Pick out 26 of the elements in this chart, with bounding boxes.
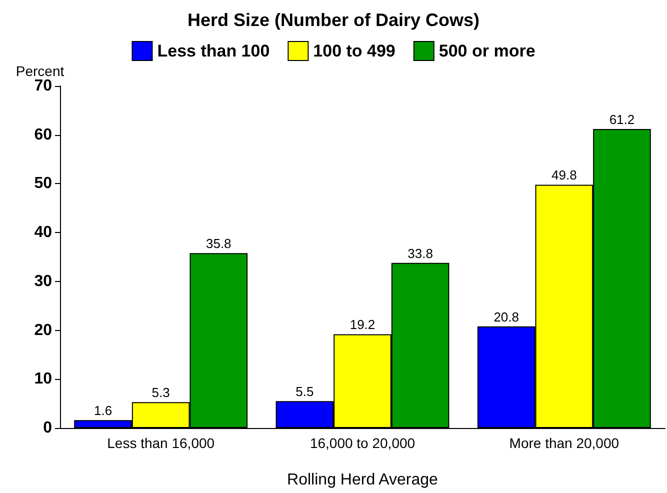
x-tick-label: More than 20,000 bbox=[509, 435, 620, 451]
x-tick-label: 16,000 to 20,000 bbox=[310, 435, 416, 451]
data-label: 20.8 bbox=[494, 309, 520, 324]
y-tick-label: 70 bbox=[34, 78, 52, 94]
data-label: 19.2 bbox=[350, 317, 376, 332]
y-tick-label: 30 bbox=[34, 272, 52, 290]
legend-label: 100 to 499 bbox=[313, 42, 396, 60]
y-tick-label: 10 bbox=[34, 370, 52, 388]
legend-label: Less than 100 bbox=[157, 42, 270, 60]
data-label: 49.8 bbox=[552, 168, 577, 183]
y-tick-label: 20 bbox=[34, 322, 52, 339]
y-tick-label: 60 bbox=[34, 126, 52, 144]
y-tick-label: 40 bbox=[34, 224, 52, 242]
legend-label: 500 or more bbox=[438, 42, 536, 60]
chart-title: Herd Size (Number of Dairy Cows) bbox=[187, 10, 480, 30]
y-tick-label: 50 bbox=[34, 175, 52, 192]
data-label: 1.6 bbox=[94, 403, 112, 418]
x-axis-title: Rolling Herd Average bbox=[287, 472, 438, 488]
x-tick-label: Less than 16,000 bbox=[107, 435, 215, 451]
data-label: 33.8 bbox=[408, 246, 433, 261]
data-label: 5.5 bbox=[296, 384, 314, 400]
y-axis-title: Percent bbox=[16, 63, 64, 79]
data-label: 5.3 bbox=[152, 385, 170, 400]
data-label: 35.8 bbox=[206, 236, 232, 252]
y-tick-label: 0 bbox=[43, 420, 52, 436]
data-label: 61.2 bbox=[609, 112, 635, 127]
